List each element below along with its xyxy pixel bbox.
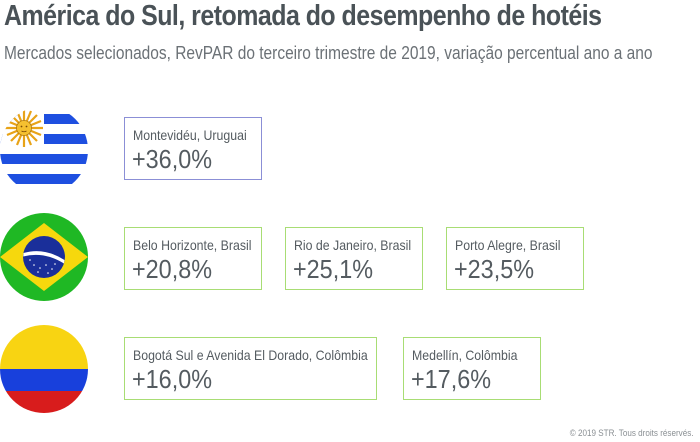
market-location: Medellín, Colômbia bbox=[412, 347, 518, 363]
market-value: +17,6% bbox=[411, 364, 492, 394]
market-value: +23,5% bbox=[454, 254, 535, 284]
market-card-belo-horizonte: Belo Horizonte, Brasil +20,8% bbox=[124, 227, 262, 290]
market-card-porto-alegre: Porto Alegre, Brasil +23,5% bbox=[446, 227, 584, 290]
market-location: Belo Horizonte, Brasil bbox=[133, 237, 252, 253]
market-card-bogota: Bogotá Sul e Avenida El Dorado, Colômbia… bbox=[124, 337, 377, 400]
page-subtitle: Mercados selecionados, RevPAR do terceir… bbox=[4, 43, 653, 63]
page-title: América do Sul, retomada do desempenho d… bbox=[4, 0, 602, 32]
market-value: +25,1% bbox=[293, 254, 374, 284]
market-location: Porto Alegre, Brasil bbox=[455, 237, 561, 253]
uruguay-flag-icon bbox=[0, 106, 88, 194]
market-location: Rio de Janeiro, Brasil bbox=[294, 237, 412, 253]
market-location: Bogotá Sul e Avenida El Dorado, Colômbia bbox=[133, 347, 368, 363]
market-value: +16,0% bbox=[132, 364, 213, 394]
brazil-flag-icon bbox=[0, 213, 88, 301]
market-card-medellin: Medellín, Colômbia +17,6% bbox=[403, 337, 541, 400]
market-card-montevideu: Montevidéu, Uruguai +36,0% bbox=[124, 117, 262, 180]
market-value: +36,0% bbox=[132, 144, 213, 174]
market-card-rio-de-janeiro: Rio de Janeiro, Brasil +25,1% bbox=[285, 227, 423, 290]
colombia-flag-icon bbox=[0, 325, 88, 413]
market-value: +20,8% bbox=[132, 254, 213, 284]
market-location: Montevidéu, Uruguai bbox=[133, 127, 247, 143]
copyright-notice: © 2019 STR. Tous droits réservés. bbox=[570, 428, 694, 438]
